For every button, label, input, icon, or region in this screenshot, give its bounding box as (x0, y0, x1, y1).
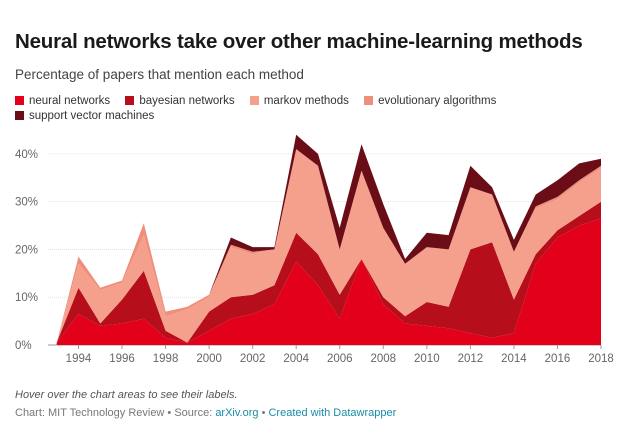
y-tick-labels: 0% 10% 20% 30% 40% (15, 149, 38, 352)
area-bayesian-networks[interactable] (56, 201, 601, 343)
chart-subtitle: Percentage of papers that mention each m… (15, 67, 304, 82)
credit-separator: • (258, 407, 269, 419)
legend-label: evolutionary algorithms (378, 95, 497, 107)
legend-item-support-vector-machines[interactable]: support vector machines (15, 109, 154, 124)
y-tick-label: 30% (15, 197, 38, 209)
legend-item-evolutionary-algorithms[interactable]: evolutionary algorithms (364, 94, 496, 109)
y-tick-label: 40% (15, 149, 38, 161)
x-tick-label: 2002 (240, 353, 266, 365)
legend-label: markov methods (263, 95, 349, 107)
area-support-vector-machines[interactable] (56, 134, 601, 343)
x-tick-label: 1996 (109, 353, 135, 365)
x-tick-label: 1994 (66, 353, 92, 365)
hover-note: Hover over the chart areas to see their … (15, 389, 238, 401)
x-tick-label: 2004 (283, 353, 309, 365)
x-tick-label: 2008 (370, 353, 396, 365)
source-link[interactable]: arXiv.org (215, 407, 259, 419)
x-tick-label: 2006 (327, 353, 353, 365)
area-layers (56, 134, 601, 345)
chart-title: Neural networks take over other machine-… (15, 30, 583, 53)
legend-item-markov-methods[interactable]: markov methods (249, 94, 349, 109)
x-tick-label: 2010 (414, 353, 440, 365)
legend-swatch (15, 96, 24, 105)
area-neural-networks[interactable] (56, 218, 601, 345)
y-tick-label: 0% (15, 340, 32, 352)
legend-item-bayesian-networks[interactable]: bayesian networks (125, 94, 235, 109)
credit-prefix: Chart: MIT Technology Review • Source: (15, 407, 216, 419)
x-tick-labels: 1994 1996 1998 2000 2002 2004 2006 2008 2010 2012… (66, 345, 614, 365)
datawrapper-link[interactable]: Created with Datawrapper (268, 407, 397, 419)
y-tick-label: 20% (15, 244, 38, 256)
legend-label: support vector machines (29, 110, 155, 122)
legend-item-neural-networks[interactable]: neural networks (15, 94, 110, 109)
x-tick-label: 2012 (458, 353, 484, 365)
legend-swatch (364, 96, 374, 105)
x-tick-label: 2014 (501, 353, 527, 365)
legend-label: neural networks (29, 95, 111, 107)
x-tick-label: 2000 (196, 353, 222, 365)
y-tick-label: 10% (15, 292, 38, 304)
x-tick-label: 2016 (545, 353, 571, 365)
legend-swatch (125, 96, 135, 105)
legend-swatch (249, 96, 259, 105)
legend-swatch (15, 111, 24, 120)
area-chart: 0% 10% 20% 30% 40% 1994 1996 1998 2000 2002 2004 2… (15, 134, 614, 365)
x-tick-label: 1998 (153, 353, 179, 365)
area-markov-methods[interactable] (56, 149, 601, 343)
x-tick-label: 2018 (588, 353, 614, 365)
chart-credit: Chart: MIT Technology Review • Source: a… (15, 407, 396, 419)
chart-legend: neural networks bayesian networks markov… (15, 94, 575, 124)
legend-label: bayesian networks (139, 95, 235, 107)
